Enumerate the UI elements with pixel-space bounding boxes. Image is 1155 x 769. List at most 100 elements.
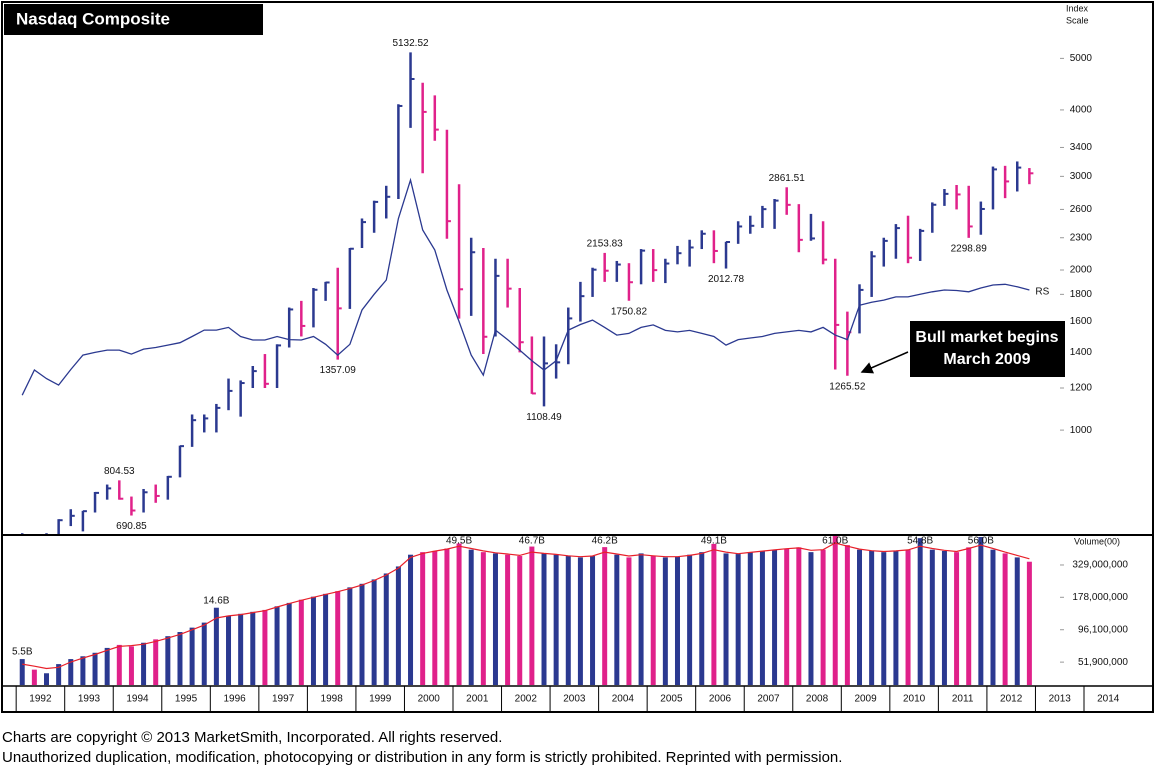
x-tick-label: 2008 (806, 694, 829, 705)
volume-bar (250, 611, 256, 685)
x-tick-label: 2001 (466, 694, 489, 705)
volume-bar (68, 659, 74, 685)
y-tick-label: 1600 (1070, 316, 1093, 327)
volume-bar (347, 587, 353, 685)
volume-bar (517, 556, 523, 685)
callout-box (910, 321, 1065, 377)
volume-bar (978, 537, 984, 685)
volume-bar (772, 549, 778, 685)
volume-bar (990, 549, 996, 685)
volume-bar (614, 554, 620, 685)
y-tick-label: 3400 (1070, 142, 1093, 153)
x-tick-label: 2010 (903, 694, 926, 705)
volume-bar (1026, 561, 1032, 685)
volume-label: 49.5B (446, 536, 472, 547)
volume-tick-label: 178,000,000 (1072, 592, 1128, 603)
rs-line (21, 177, 1030, 396)
x-tick-label: 2004 (612, 694, 635, 705)
volume-average-line (22, 542, 1030, 670)
volume-bar (165, 636, 171, 685)
volume-bar (43, 673, 49, 685)
footer-line: Charts are copyright © 2013 MarketSmith,… (2, 729, 503, 746)
x-tick-label: 2014 (1097, 694, 1120, 705)
volume-label: 61.0B (822, 536, 848, 547)
volume-bar (881, 552, 887, 685)
volume-bar (274, 606, 280, 685)
volume-pane (19, 536, 1032, 685)
x-tick-label: 2005 (660, 694, 683, 705)
volume-bar (128, 646, 134, 685)
volume-bar (201, 622, 207, 685)
volume-bar (335, 591, 341, 685)
volume-bar (784, 548, 790, 685)
volume-bar (383, 573, 389, 685)
volume-bar (298, 599, 304, 685)
volume-bar (820, 549, 826, 685)
callout-arrow (860, 351, 909, 374)
volume-bar (638, 553, 644, 685)
volume-bar (699, 552, 705, 685)
volume-bar (177, 632, 183, 685)
volume-bar (323, 593, 329, 685)
low-label: 2298.89 (951, 243, 988, 254)
volume-label: 54.8B (907, 536, 933, 547)
volume-bar (674, 556, 680, 685)
volume-bar (857, 549, 863, 685)
y-tick-label: 4000 (1070, 105, 1093, 116)
volume-bar (359, 583, 365, 685)
volume-bar (687, 554, 693, 685)
y-axis-label: Scale (1066, 15, 1089, 25)
volume-bar (286, 602, 292, 685)
volume-tick-label: 96,100,000 (1078, 624, 1128, 635)
x-tick-label: 2000 (418, 694, 441, 705)
y-tick-label: 2300 (1070, 232, 1093, 243)
volume-bar (796, 547, 802, 685)
volume-label: 46.2B (592, 536, 618, 547)
volume-bar (590, 556, 596, 685)
volume-bar (553, 554, 559, 685)
y-axis-label: Index (1066, 3, 1089, 13)
volume-bar (917, 538, 923, 685)
x-tick-label: 1995 (175, 694, 198, 705)
volume-axis-label: Volume(00) (1074, 536, 1120, 546)
volume-bar (1014, 557, 1020, 685)
x-tick-label: 1998 (321, 694, 344, 705)
volume-label: 14.6B (203, 595, 229, 606)
volume-bar (747, 552, 753, 685)
volume-bar (408, 554, 414, 685)
volume-bar (189, 627, 195, 685)
y-tick-label: 1200 (1070, 383, 1093, 394)
x-tick-label: 1997 (272, 694, 295, 705)
x-tick-label: 2002 (515, 694, 538, 705)
volume-tick-label: 329,000,000 (1072, 560, 1128, 571)
x-tick-label: 2009 (854, 694, 877, 705)
x-tick-label: 1999 (369, 694, 392, 705)
volume-bar (711, 543, 717, 685)
volume-bar (869, 550, 875, 685)
volume-bar (565, 556, 571, 685)
volume-bar (941, 550, 947, 685)
axes: 1000 1200 1400 1600 1800 2000 2300 2600 3000 3400… (15, 53, 1128, 712)
callout-text: Bull market begins (915, 329, 1058, 346)
x-tick-label: 2003 (563, 694, 586, 705)
low-label: 690.85 (116, 521, 147, 532)
volume-bar (444, 548, 450, 685)
volume-label: 46.7B (519, 536, 545, 547)
title-box (4, 4, 263, 35)
volume-bar (650, 556, 656, 685)
y-tick-label: 1800 (1070, 289, 1093, 300)
x-tick-label: 1993 (78, 694, 101, 705)
x-tick-label: 1992 (29, 694, 52, 705)
volume-bar (238, 613, 244, 685)
volume-bar (505, 554, 511, 685)
volume-bar (759, 550, 765, 685)
volume-bar (905, 549, 911, 685)
x-tick-label: 1994 (126, 694, 149, 705)
volume-bar (92, 652, 98, 685)
volume-bar (420, 552, 426, 685)
y-tick-label: 3000 (1070, 171, 1093, 182)
volume-bar (310, 596, 316, 685)
volume-bar (492, 553, 498, 685)
volume-bar (1002, 553, 1008, 685)
